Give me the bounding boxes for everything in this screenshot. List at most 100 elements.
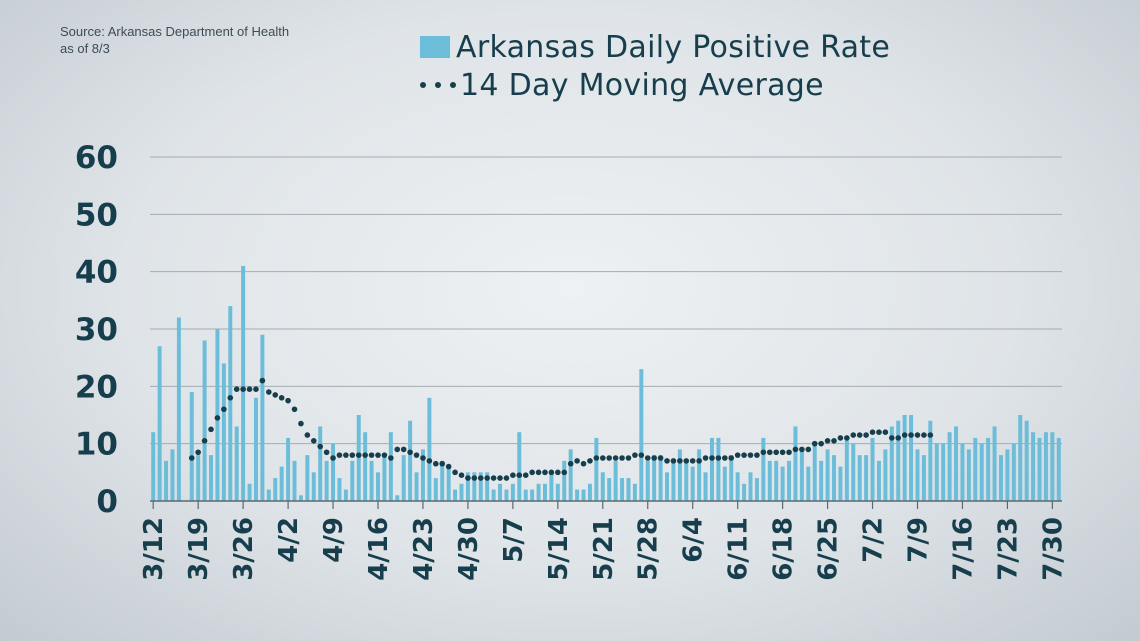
moving-average-point [696,458,702,464]
x-tick-label: 5/21 [589,517,619,581]
x-tick-label: 3/19 [184,517,214,581]
moving-average-point [831,438,837,444]
bar [780,466,785,501]
bar [376,472,380,501]
moving-average-point [433,460,439,467]
bar [992,426,997,501]
moving-average-point [214,415,221,421]
bar [472,472,477,501]
bar [889,426,894,501]
moving-average-point [927,432,934,438]
moving-average-point [722,455,728,461]
moving-average-point [381,452,388,458]
x-tick-label: 7/30 [1038,517,1068,581]
moving-average-point [529,469,535,476]
bar [420,449,425,501]
bar [1056,437,1061,501]
bar [754,478,759,501]
y-tick-label: 10 [75,427,118,463]
legend-label-bars: Arkansas Daily Positive Rate [456,29,891,65]
moving-average-point [452,469,458,476]
bar [594,437,599,501]
bar [523,489,528,501]
x-tick-label: 4/9 [319,517,349,563]
moving-average-point [240,386,246,393]
moving-average-point [664,458,670,464]
moving-average-point [253,386,259,393]
moving-average-point [227,395,234,401]
moving-average-point [824,438,831,444]
y-tick-label: 30 [75,312,118,348]
bar [253,397,258,501]
moving-average-point [465,475,471,481]
bar [645,460,650,501]
bar [170,449,175,501]
bar [498,483,503,501]
bar [851,443,856,501]
chart-legend: Arkansas Daily Positive Rate 14 Day Movi… [420,28,890,104]
moving-average-point [677,458,683,464]
moving-average-point [651,455,657,461]
bar [542,483,547,501]
legend-label-line: 14 Day Moving Average [460,67,824,103]
bar [896,420,901,501]
moving-average-point [914,432,921,438]
bar [632,483,637,501]
moving-average-point [818,440,824,447]
legend-item-bars: Arkansas Daily Positive Rate [420,28,890,66]
x-tick-label: 7/9 [903,517,933,563]
bar [260,334,265,501]
moving-average-point [188,455,195,461]
bar [587,483,592,501]
moving-average-point [638,452,645,458]
y-tick-label: 40 [75,255,118,291]
moving-average-point [561,469,568,476]
moving-average-point [548,469,555,476]
moving-average-point [625,455,632,461]
bar [864,455,869,501]
bar [279,466,284,501]
bar [228,306,233,501]
moving-average-point [201,438,208,444]
moving-average-point [426,458,433,464]
bar [1037,437,1042,501]
moving-average-point [715,455,722,461]
bar [446,466,451,501]
bar [832,455,836,501]
bar [343,489,348,501]
moving-average-point [420,455,426,461]
bar [986,437,991,501]
bar [626,478,631,501]
bar [697,449,702,501]
moving-average-point [323,449,330,456]
moving-average-point [869,429,876,436]
bar [568,449,573,501]
moving-average-point [343,452,349,458]
bar [742,483,747,501]
moving-average-point [477,475,484,481]
y-tick-label: 60 [75,140,118,176]
moving-average-point [670,458,677,464]
moving-average-point [799,446,805,453]
bar [761,437,766,501]
moving-average-point [208,426,214,433]
bar [530,489,535,501]
bar [1005,449,1010,501]
bar [684,460,689,501]
bar [799,449,804,501]
bar [356,415,361,501]
moving-average-point [612,455,619,461]
bar [382,455,387,501]
bar [562,460,567,501]
bar [395,495,400,501]
bar [928,420,933,501]
bar [767,460,772,501]
bar [465,472,470,501]
moving-average-point [766,449,773,456]
bar [915,449,920,501]
moving-average-point [811,440,818,447]
moving-average-point [368,452,375,458]
moving-average-point [349,452,356,458]
moving-average-point [471,475,478,481]
bar [189,392,194,501]
